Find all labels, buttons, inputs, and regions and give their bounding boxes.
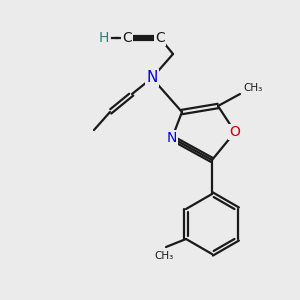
Text: O: O: [230, 125, 240, 139]
Text: CH₃: CH₃: [154, 251, 174, 261]
Text: C: C: [122, 31, 132, 45]
Text: N: N: [167, 131, 177, 145]
Text: CH₃: CH₃: [243, 83, 262, 93]
Text: C: C: [155, 31, 165, 45]
Text: H: H: [99, 31, 109, 45]
Text: N: N: [146, 70, 158, 86]
